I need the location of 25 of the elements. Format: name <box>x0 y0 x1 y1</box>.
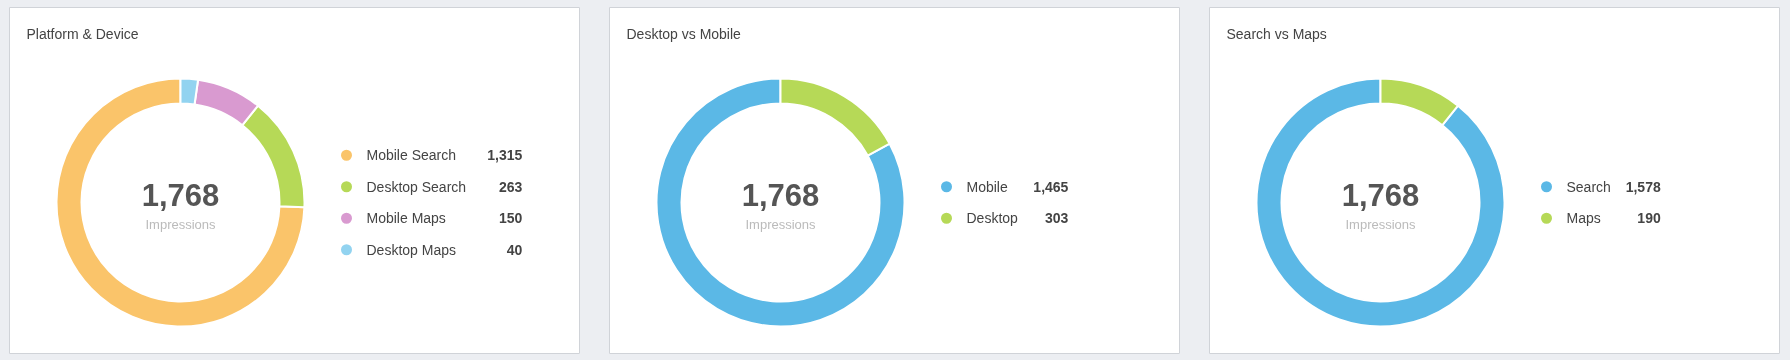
text: Impressions <box>145 217 217 232</box>
text: 1,768 <box>141 177 220 213</box>
legend-label: Desktop Maps <box>366 241 456 258</box>
data-label: 40 <box>506 241 523 258</box>
text: Impressions <box>745 217 817 232</box>
data-label: 190 <box>1637 210 1661 227</box>
chart-title: Desktop vs Mobile <box>626 25 742 42</box>
legend-label: Desktop <box>966 210 1019 227</box>
data-label: 1,315 <box>487 147 523 164</box>
text: 1,768 <box>1341 177 1420 213</box>
legend-label: Mobile Maps <box>366 210 446 227</box>
data-label: 303 <box>1045 210 1069 227</box>
data-label: 1,465 <box>1033 178 1069 195</box>
legend-label: Desktop Search <box>366 178 467 195</box>
data-label: 1,578 <box>1625 178 1661 195</box>
chart-title: Search vs Maps <box>1226 25 1327 42</box>
data-label: 263 <box>498 178 523 195</box>
data-label: 150 <box>498 210 523 227</box>
legend-label: Mobile <box>966 178 1008 195</box>
legend-label: Search <box>1566 178 1611 195</box>
legend-label: Mobile Search <box>366 147 456 164</box>
chart-title: Platform & Device <box>26 25 139 42</box>
text: Impressions <box>1345 217 1417 232</box>
text: 1,768 <box>741 177 820 213</box>
legend-label: Maps <box>1566 210 1601 227</box>
